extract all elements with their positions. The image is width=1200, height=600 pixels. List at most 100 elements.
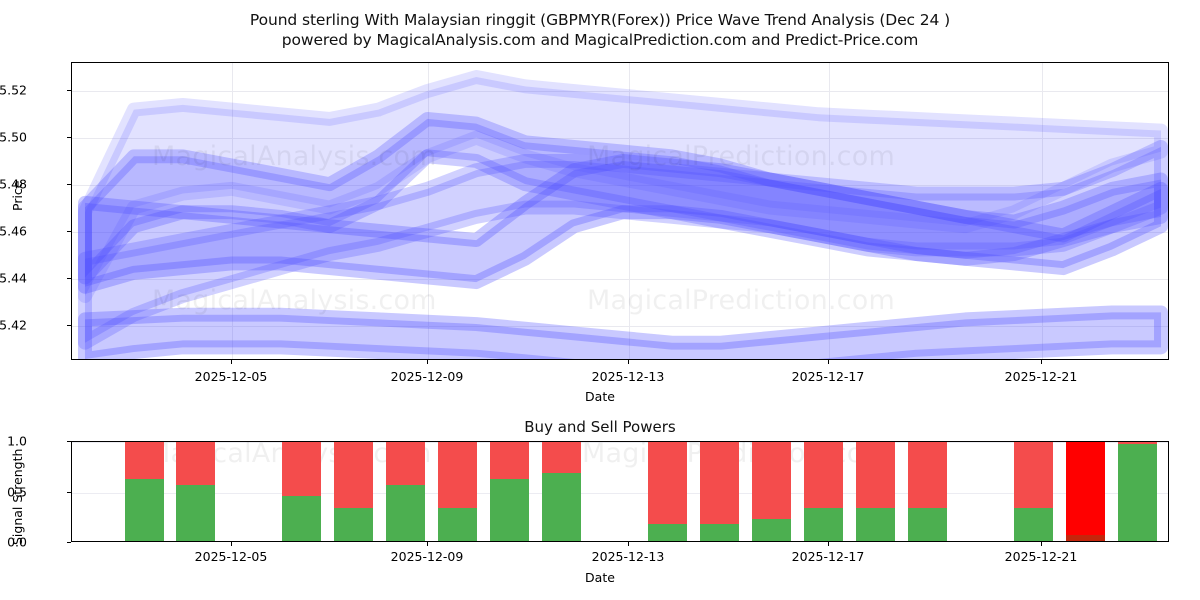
- xtick-label: 2025-12-17: [791, 549, 865, 564]
- sell-power-segment: [386, 442, 425, 486]
- xtick-label: 2025-12-21: [1004, 549, 1078, 564]
- sell-power-segment: [542, 442, 581, 474]
- title-line-1: Pound sterling With Malaysian ringgit (G…: [249, 11, 951, 29]
- gridline-h: [72, 278, 1168, 280]
- power-bar: [804, 442, 843, 541]
- sell-power-segment: [282, 442, 321, 496]
- powers-chart-xlabel: Date: [585, 570, 615, 585]
- power-bar: [700, 442, 739, 541]
- xtick-label: 2025-12-21: [1004, 369, 1078, 384]
- powers-chart-title: Buy and Sell Powers: [524, 418, 676, 436]
- power-bar: [752, 442, 791, 541]
- power-bar: [1066, 442, 1105, 541]
- highlight-overlay: [1066, 442, 1105, 541]
- buy-power-segment: [386, 485, 425, 541]
- sell-power-segment: [490, 442, 529, 480]
- xtick-label: 2025-12-05: [194, 369, 268, 384]
- gridline-h: [72, 492, 1168, 494]
- power-bar: [282, 442, 321, 541]
- power-bar: [908, 442, 947, 541]
- ytick-mark: [67, 184, 71, 186]
- power-bar: [176, 442, 215, 541]
- wave-band: [77, 153, 1168, 294]
- xtick-mark: [427, 542, 428, 546]
- sell-power-segment: [752, 442, 791, 519]
- xtick-label: 2025-12-13: [591, 369, 665, 384]
- ytick-label: 0.5: [7, 484, 27, 499]
- xtick-label: 2025-12-05: [194, 549, 268, 564]
- buy-power-segment: [1118, 444, 1157, 541]
- buy-power-segment: [438, 507, 477, 541]
- ytick-label: 0.0: [7, 534, 27, 550]
- xtick-mark: [427, 360, 428, 364]
- ytick-mark: [67, 90, 71, 92]
- title-line-2: powered by MagicalAnalysis.com and Magic…: [281, 31, 919, 49]
- xtick-mark: [231, 360, 232, 364]
- ytick-label: 5.50: [0, 129, 27, 145]
- buy-power-segment: [700, 523, 739, 541]
- xtick-mark: [628, 360, 629, 364]
- power-bar: [490, 442, 529, 541]
- ytick-mark: [67, 277, 71, 279]
- gridline-h: [72, 325, 1168, 327]
- price-wave-chart: MagicalAnalysis.com MagicalPrediction.com…: [71, 62, 1169, 360]
- sell-power-segment: [648, 442, 687, 524]
- ytick-mark: [67, 324, 71, 326]
- power-bar: [438, 442, 477, 541]
- xtick-label: 2025-12-17: [791, 369, 865, 384]
- power-bar: [1014, 442, 1053, 541]
- buy-power-segment: [282, 495, 321, 541]
- buy-power-segment: [125, 479, 164, 541]
- ytick-mark: [67, 542, 71, 543]
- power-bar: [125, 442, 164, 541]
- gridline-v: [629, 63, 630, 359]
- ytick-label: 5.46: [0, 223, 27, 239]
- sell-power-segment: [908, 442, 947, 508]
- price-wave-bands: [77, 70, 1168, 359]
- sell-power-segment: [438, 442, 477, 508]
- buy-power-segment: [490, 479, 529, 541]
- ytick-mark: [67, 441, 71, 442]
- ytick-mark: [67, 137, 71, 139]
- gridline-v: [232, 63, 233, 359]
- sell-power-segment: [804, 442, 843, 508]
- ytick-label: 5.44: [0, 270, 27, 286]
- xtick-label: 2025-12-09: [390, 369, 464, 384]
- sell-power-segment: [334, 442, 373, 508]
- sell-power-segment: [125, 442, 164, 480]
- gridline-h: [72, 231, 1168, 233]
- power-bar: [542, 442, 581, 541]
- sell-power-segment: [176, 442, 215, 486]
- wave-band: [77, 111, 1168, 285]
- sell-power-segment: [700, 442, 739, 524]
- buy-power-segment: [176, 485, 215, 541]
- xtick-mark: [828, 542, 829, 546]
- xtick-label: 2025-12-13: [591, 549, 665, 564]
- ytick-mark: [67, 491, 71, 493]
- power-bar: [856, 442, 895, 541]
- sell-power-segment: [1014, 442, 1053, 508]
- power-bar: [1118, 442, 1157, 541]
- wave-band: [77, 70, 1168, 303]
- buy-power-segment: [908, 507, 947, 541]
- price-chart-xlabel: Date: [585, 389, 615, 404]
- buy-power-segment: [804, 507, 843, 541]
- buy-power-segment: [334, 507, 373, 541]
- sell-power-segment: [856, 442, 895, 508]
- gridline-v: [829, 63, 830, 359]
- gridline-h: [72, 91, 1168, 93]
- power-bar: [648, 442, 687, 541]
- xtick-mark: [1041, 542, 1042, 546]
- ytick-label: 5.42: [0, 317, 27, 333]
- power-bar: [386, 442, 425, 541]
- xtick-mark: [1041, 360, 1042, 364]
- ytick-label: 5.52: [0, 82, 27, 98]
- xtick-mark: [231, 542, 232, 546]
- ytick-label: 1.0: [7, 433, 27, 449]
- gridline-v: [428, 63, 429, 359]
- wave-band: [77, 139, 1168, 350]
- gridline-h: [72, 442, 1168, 443]
- gridline-v: [1042, 63, 1043, 359]
